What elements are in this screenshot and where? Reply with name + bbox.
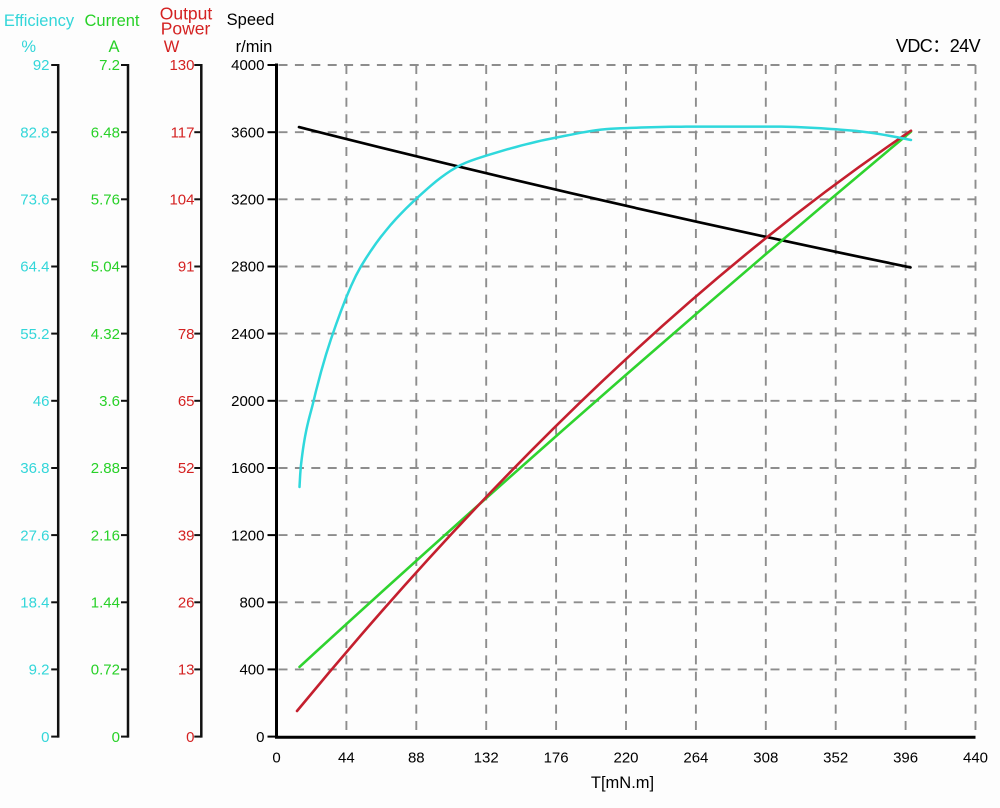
svg-text:117: 117: [171, 124, 195, 141]
svg-text:5.76: 5.76: [91, 192, 120, 209]
svg-text:130: 130: [169, 57, 194, 74]
svg-text:0: 0: [256, 729, 264, 746]
svg-text:264: 264: [683, 750, 708, 767]
svg-text:A: A: [108, 38, 119, 56]
svg-text:13: 13: [178, 662, 195, 679]
svg-text:18.4: 18.4: [20, 595, 49, 612]
svg-text:104: 104: [169, 192, 194, 209]
svg-text:88: 88: [408, 750, 425, 767]
svg-text:Current: Current: [84, 12, 139, 30]
svg-text:7.2: 7.2: [99, 57, 120, 74]
svg-text:5.04: 5.04: [91, 259, 120, 276]
svg-text:65: 65: [178, 393, 195, 410]
svg-text:2800: 2800: [231, 259, 264, 276]
svg-text:3.6: 3.6: [99, 393, 120, 410]
svg-text:82.8: 82.8: [20, 124, 49, 141]
svg-text:26: 26: [178, 595, 195, 612]
svg-text:91: 91: [178, 259, 195, 276]
svg-text:0: 0: [186, 729, 194, 746]
svg-text:0: 0: [41, 729, 49, 746]
svg-text:4.32: 4.32: [91, 326, 120, 343]
svg-text:Output: Output: [160, 4, 213, 24]
svg-text:132: 132: [474, 750, 499, 767]
svg-text:0: 0: [112, 729, 120, 746]
svg-text:1600: 1600: [231, 460, 264, 477]
svg-text:44: 44: [338, 750, 355, 767]
svg-text:Efficiency: Efficiency: [4, 12, 75, 30]
svg-text:VDC：24V: VDC：24V: [896, 36, 981, 56]
svg-text:4000: 4000: [231, 57, 264, 74]
svg-text:396: 396: [893, 750, 918, 767]
svg-text:1200: 1200: [231, 527, 264, 544]
svg-text:52: 52: [178, 460, 195, 477]
svg-text:46: 46: [33, 393, 50, 410]
svg-text:73.6: 73.6: [20, 192, 49, 209]
svg-text:6.48: 6.48: [91, 124, 120, 141]
svg-text:308: 308: [753, 750, 778, 767]
svg-text:9.2: 9.2: [29, 662, 50, 679]
svg-text:78: 78: [178, 326, 195, 343]
svg-text:Power: Power: [161, 19, 211, 39]
svg-text:2.16: 2.16: [91, 527, 120, 544]
svg-text:55.2: 55.2: [20, 326, 49, 343]
svg-text:92: 92: [33, 57, 50, 74]
svg-text:36.8: 36.8: [20, 460, 49, 477]
svg-text:0: 0: [272, 750, 280, 767]
svg-text:2000: 2000: [231, 393, 264, 410]
svg-text:0.72: 0.72: [91, 662, 120, 679]
svg-text:176: 176: [544, 750, 569, 767]
svg-text:800: 800: [239, 595, 264, 612]
svg-text:220: 220: [613, 750, 638, 767]
svg-text:352: 352: [823, 750, 848, 767]
svg-text:64.4: 64.4: [20, 259, 49, 276]
svg-text:Speed: Speed: [227, 11, 275, 29]
svg-text:39: 39: [178, 527, 195, 544]
svg-text:2.88: 2.88: [91, 460, 120, 477]
svg-text:3200: 3200: [231, 192, 264, 209]
svg-text:400: 400: [239, 662, 264, 679]
svg-text:3600: 3600: [231, 124, 264, 141]
svg-text:r/min: r/min: [236, 38, 273, 56]
svg-text:T[mN.m]: T[mN.m]: [591, 774, 654, 792]
svg-text:1.44: 1.44: [91, 595, 120, 612]
svg-text:440: 440: [963, 750, 988, 767]
svg-text:2400: 2400: [231, 326, 264, 343]
svg-text:W: W: [164, 38, 180, 56]
svg-text:%: %: [21, 38, 36, 56]
svg-text:27.6: 27.6: [20, 527, 49, 544]
